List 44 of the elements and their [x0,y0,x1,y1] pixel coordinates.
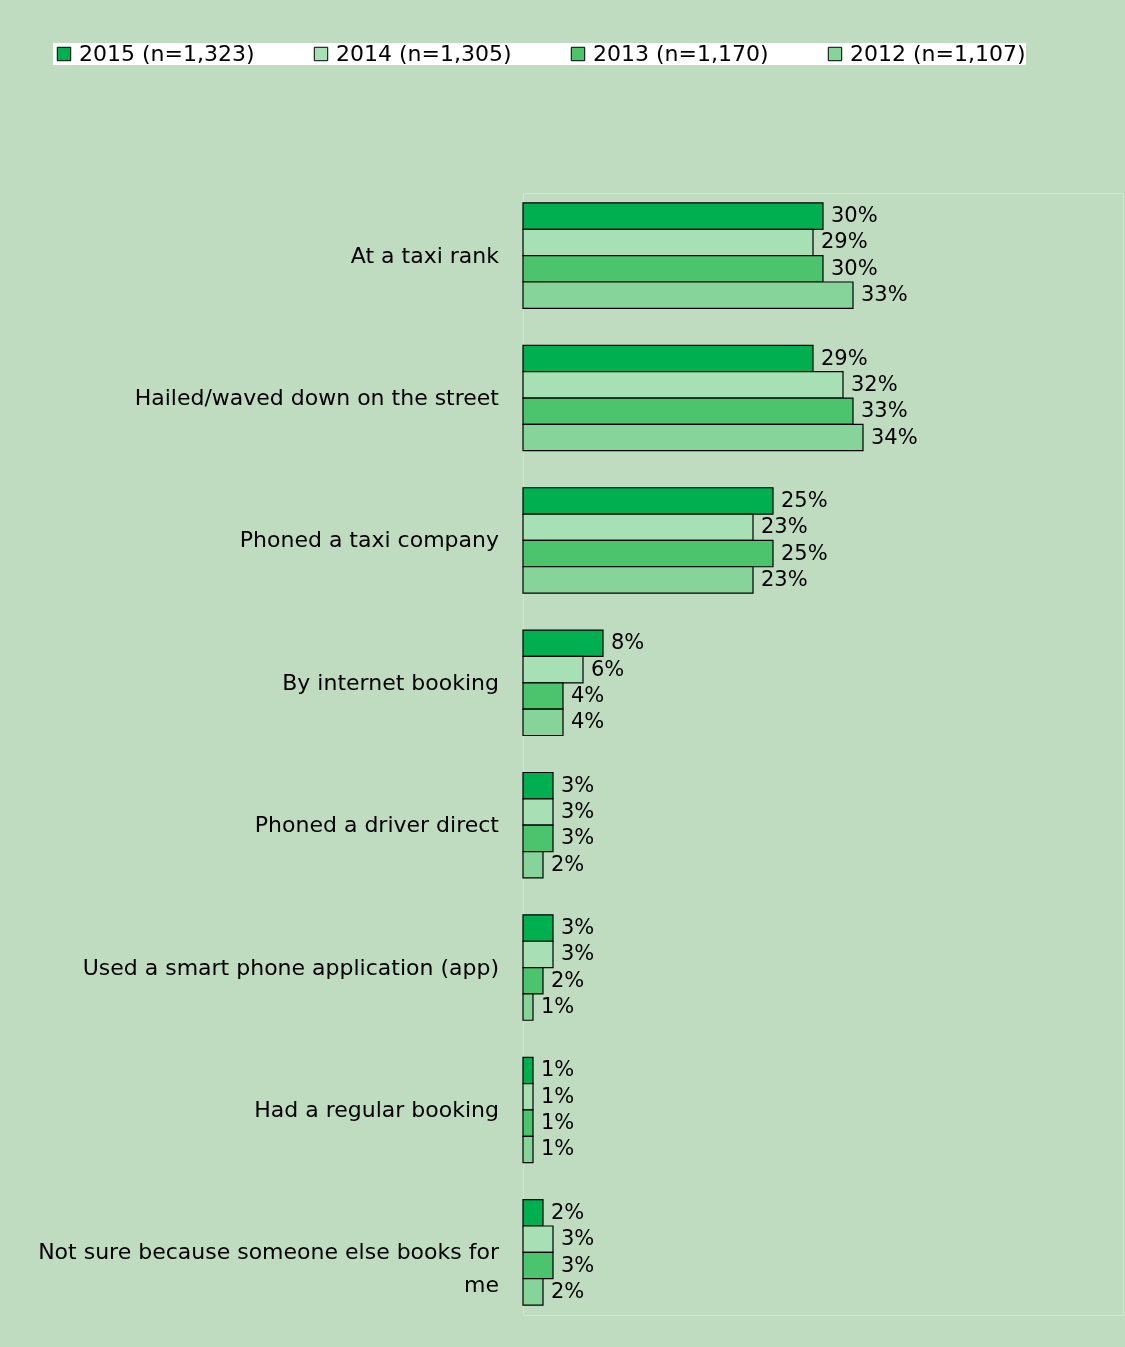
y-tick-label: By internet booking [282,669,499,695]
data-label: 8% [611,630,645,655]
data-label: 23% [761,566,808,591]
legend-label: 2015 (n=1,323) [79,41,255,66]
data-label: 3% [561,1252,595,1277]
data-label: 29% [821,229,868,254]
data-label: 30% [831,255,878,280]
data-label: 29% [821,345,868,370]
data-label: 1% [541,1057,575,1082]
legend-label: 2013 (n=1,170) [593,41,769,66]
data-label: 33% [861,282,908,307]
data-label: 6% [591,656,625,681]
data-label: 2% [551,851,585,876]
y-tick-label: Used a smart phone application (app) [82,954,499,980]
data-label: 4% [571,682,605,707]
y-tick-label: Phoned a driver direct [254,812,500,838]
data-label: 1% [541,1136,575,1161]
y-tick-label: Not sure because someone else books for me [38,1239,500,1298]
data-label: 2% [551,1199,585,1224]
data-label: 33% [861,398,908,423]
data-label: 23% [761,514,808,539]
y-tick-label: Had a regular booking [254,1096,499,1122]
data-label: 3% [561,799,595,824]
data-label: 3% [561,825,595,850]
data-label: 34% [871,424,918,449]
y-tick-label: At a taxi rank [350,242,500,268]
data-label: 2% [551,967,585,992]
data-label: 3% [561,1226,595,1251]
data-label: 3% [561,772,595,797]
data-label: 1% [541,1083,575,1108]
y-tick-label: Phoned a taxi company [239,527,499,553]
data-label: 3% [561,941,595,966]
data-label: 25% [781,540,828,565]
data-label: 3% [561,915,595,940]
data-label: 1% [541,1110,575,1135]
data-label: 4% [571,709,605,734]
legend-label: 2012 (n=1,107) [850,41,1026,66]
data-label: 2% [551,1278,585,1303]
data-label: 30% [831,203,878,228]
legend-label: 2014 (n=1,305) [336,41,512,66]
data-label: 1% [541,994,575,1019]
y-tick-label: Hailed/waved down on the street [134,385,500,411]
data-label: 25% [781,487,828,512]
data-label: 32% [851,371,898,396]
